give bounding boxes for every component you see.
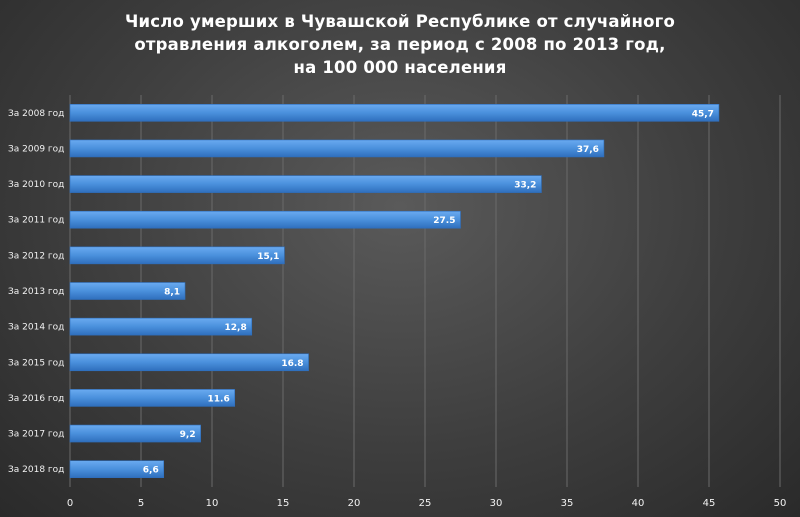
bar (69, 460, 165, 478)
x-tick-label: 20 (348, 498, 361, 509)
data-label: 6,6 (143, 466, 159, 476)
bar (69, 317, 253, 336)
data-label: 11.6 (208, 394, 230, 404)
x-tick-label: 10 (206, 498, 219, 509)
x-tick-label: 40 (632, 498, 645, 509)
category-label: За 2010 год (8, 180, 64, 190)
bar (69, 210, 461, 229)
category-label: За 2017 год (8, 430, 64, 440)
bar (69, 246, 285, 265)
bar (69, 104, 720, 122)
category-label: За 2018 год (8, 465, 64, 475)
chart-title-line-3: на 100 000 населения (293, 58, 507, 77)
bar (69, 139, 605, 158)
chart-title-line-1: Число умерших в Чувашской Республике от … (124, 12, 676, 31)
x-tick-label: 5 (138, 498, 144, 509)
data-label: 37,6 (577, 145, 599, 155)
category-label: За 2014 год (8, 323, 64, 333)
data-label: 33,2 (514, 181, 536, 191)
bar (69, 353, 309, 372)
x-tick-label: 45 (703, 498, 716, 509)
category-label: За 2009 год (8, 144, 64, 154)
x-tick-label: 25 (419, 498, 432, 509)
bar (69, 175, 542, 193)
data-label: 45,7 (692, 109, 714, 119)
x-tick-label: 35 (561, 498, 574, 509)
category-label: За 2015 год (8, 358, 64, 368)
data-label: 12,8 (225, 323, 247, 333)
x-tick-label: 50 (774, 498, 787, 509)
chart-title-line-2: отравления алкоголем, за период с 2008 п… (134, 35, 666, 54)
x-tick-label: 0 (67, 498, 73, 509)
data-label: 16.8 (281, 359, 303, 369)
category-label: За 2016 год (8, 394, 64, 404)
data-label: 15,1 (257, 252, 279, 262)
bar (69, 282, 186, 300)
bar (69, 424, 201, 443)
x-tick-label: 30 (490, 498, 503, 509)
category-label: За 2011 год (8, 216, 64, 226)
category-label: За 2012 год (8, 251, 64, 261)
data-label: 9,2 (180, 430, 196, 440)
bar (69, 389, 236, 407)
category-label: За 2013 год (8, 287, 64, 297)
data-label: 8,1 (164, 288, 180, 298)
x-tick-label: 15 (277, 498, 290, 509)
category-label: За 2008 год (8, 109, 64, 119)
chart-title: Число умерших в Чувашской Республике от … (0, 10, 800, 79)
data-label: 27.5 (433, 216, 455, 226)
